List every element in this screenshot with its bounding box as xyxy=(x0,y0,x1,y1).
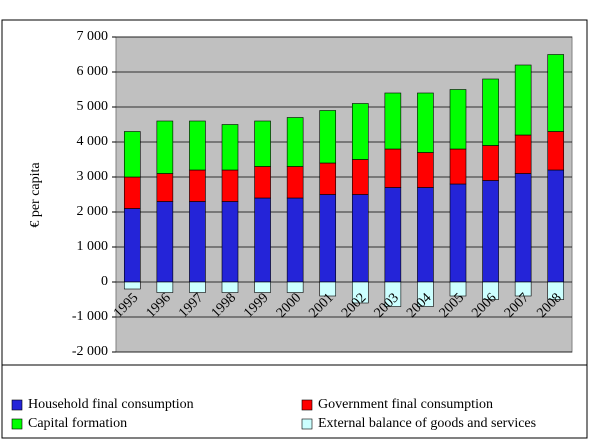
bar-segment xyxy=(351,103,369,160)
bar-segment xyxy=(189,201,206,283)
bar-segment xyxy=(482,281,499,300)
bar-segment xyxy=(417,92,434,153)
bar-segment xyxy=(156,120,174,174)
legend-swatch xyxy=(11,399,23,411)
bar-segment xyxy=(449,89,467,150)
bar-segment xyxy=(514,64,532,136)
bar-segment xyxy=(514,134,532,174)
y-tick-label: 3 000 xyxy=(77,169,109,184)
bar-segment xyxy=(482,145,499,181)
y-tick-label: 1 000 xyxy=(77,239,109,254)
bar-segment xyxy=(286,281,304,293)
bar-segment xyxy=(123,131,141,178)
bar-segment xyxy=(384,187,402,283)
bar-segment xyxy=(156,281,174,293)
y-tick-label: 5 000 xyxy=(77,99,109,114)
bar-segment xyxy=(319,162,337,195)
bar-segment xyxy=(384,148,402,188)
bar-segment xyxy=(319,194,337,283)
y-tick-label: 7 000 xyxy=(77,29,109,44)
legend-box xyxy=(1,364,588,439)
bar-segment xyxy=(254,281,271,293)
bar-segment xyxy=(351,159,369,195)
bar-segment xyxy=(156,201,174,283)
bar-segment xyxy=(482,78,499,146)
bar-segment xyxy=(286,166,304,199)
bar-segment xyxy=(221,169,239,202)
legend-swatch xyxy=(301,418,313,430)
bar-segment xyxy=(254,166,271,199)
bar-segment xyxy=(221,201,239,283)
legend-label: Household final consumption xyxy=(28,397,194,412)
legend-swatch xyxy=(11,418,23,430)
bar-segment xyxy=(351,281,369,304)
bar-segment xyxy=(417,152,434,188)
legend-label: External balance of goods and services xyxy=(318,416,536,431)
bar-segment xyxy=(189,281,206,293)
bar-segment xyxy=(351,194,369,283)
bar-segment xyxy=(286,197,304,283)
bar-segment xyxy=(514,173,532,283)
y-tick-label: -1 000 xyxy=(72,309,108,324)
legend-label: Capital formation xyxy=(28,416,127,431)
bar-segment xyxy=(156,173,174,202)
y-tick-label: 4 000 xyxy=(77,134,109,149)
bar-segment xyxy=(384,281,402,307)
bar-segment xyxy=(449,183,467,283)
bar-segment xyxy=(547,169,565,283)
bar-segment xyxy=(417,281,434,307)
bar-segment xyxy=(319,110,337,164)
bar-segment xyxy=(221,124,239,171)
bar-segment xyxy=(547,131,565,171)
bar-segment xyxy=(384,92,402,150)
y-tick-label: 6 000 xyxy=(77,64,109,79)
bar-segment xyxy=(221,281,239,293)
legend-label: Government final consumption xyxy=(318,397,493,412)
legend-swatch xyxy=(301,399,313,411)
bar-segment xyxy=(123,176,141,209)
bar-segment xyxy=(286,117,304,167)
bar-segment xyxy=(254,197,271,283)
bar-segment xyxy=(547,54,565,132)
bar-segment xyxy=(482,180,499,283)
bar-segment xyxy=(123,281,141,290)
y-tick-label: 0 xyxy=(101,274,108,289)
bar-segment xyxy=(417,187,434,283)
bar-segment xyxy=(547,281,565,300)
bar-segment xyxy=(449,148,467,185)
bar-segment xyxy=(189,120,206,171)
bar-segment xyxy=(449,281,467,297)
bar-segment xyxy=(123,208,141,283)
bar-segment xyxy=(254,120,271,167)
bar-segment xyxy=(319,281,337,297)
y-tick-label: -2 000 xyxy=(72,344,108,359)
y-tick-label: 2 000 xyxy=(77,204,109,219)
bar-segment xyxy=(189,169,206,202)
bar-segment xyxy=(514,281,532,297)
y-axis-label: € per capita xyxy=(28,162,43,228)
